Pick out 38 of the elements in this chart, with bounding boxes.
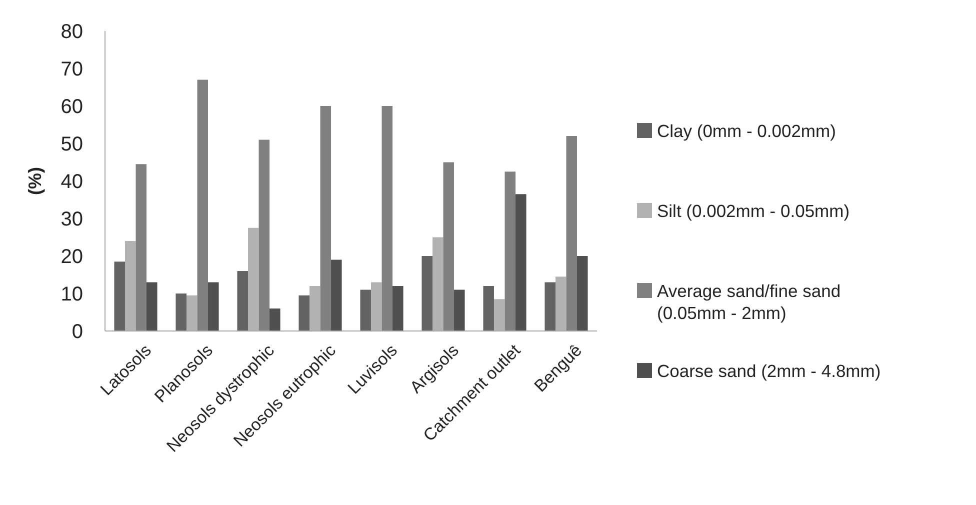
bar [454,290,465,331]
bar [258,140,270,331]
bar [320,106,332,331]
bar [298,295,310,331]
bar [114,262,125,331]
y-tick-label: 60 [60,96,83,118]
bar [270,308,280,331]
legend-label: Clay (0mm - 0.002mm) [657,121,836,142]
bar [577,256,588,331]
legend-label: Coarse sand (2mm - 4.8mm) [657,361,881,382]
bar [197,80,208,331]
bar [392,286,404,331]
bar [208,282,219,331]
y-tick-label: 70 [60,58,83,80]
y-tick-label: 40 [60,171,83,193]
bar [422,256,432,331]
bar [331,260,342,331]
bar [566,136,578,331]
bar [516,194,526,331]
bar [136,164,147,331]
bar [483,286,494,331]
bar [360,290,371,331]
y-tick-label: 50 [60,134,83,156]
bar [146,282,158,331]
legend-label: Average sand/fine sand (0.05mm - 2mm) [657,281,841,323]
y-tick-label: 10 [60,284,83,306]
bar [237,271,248,331]
y-axis-title: (%) [25,167,45,195]
bar [443,162,454,331]
bar [544,282,556,331]
bar [382,106,393,331]
bar [176,294,186,331]
y-tick-label: 0 [72,321,83,343]
y-tick-label: 30 [60,208,83,230]
legend-label: Silt (0.002mm - 0.05mm) [657,201,850,222]
y-tick-label: 20 [60,246,83,268]
y-tick-label: 80 [60,21,83,43]
bar [504,172,516,331]
